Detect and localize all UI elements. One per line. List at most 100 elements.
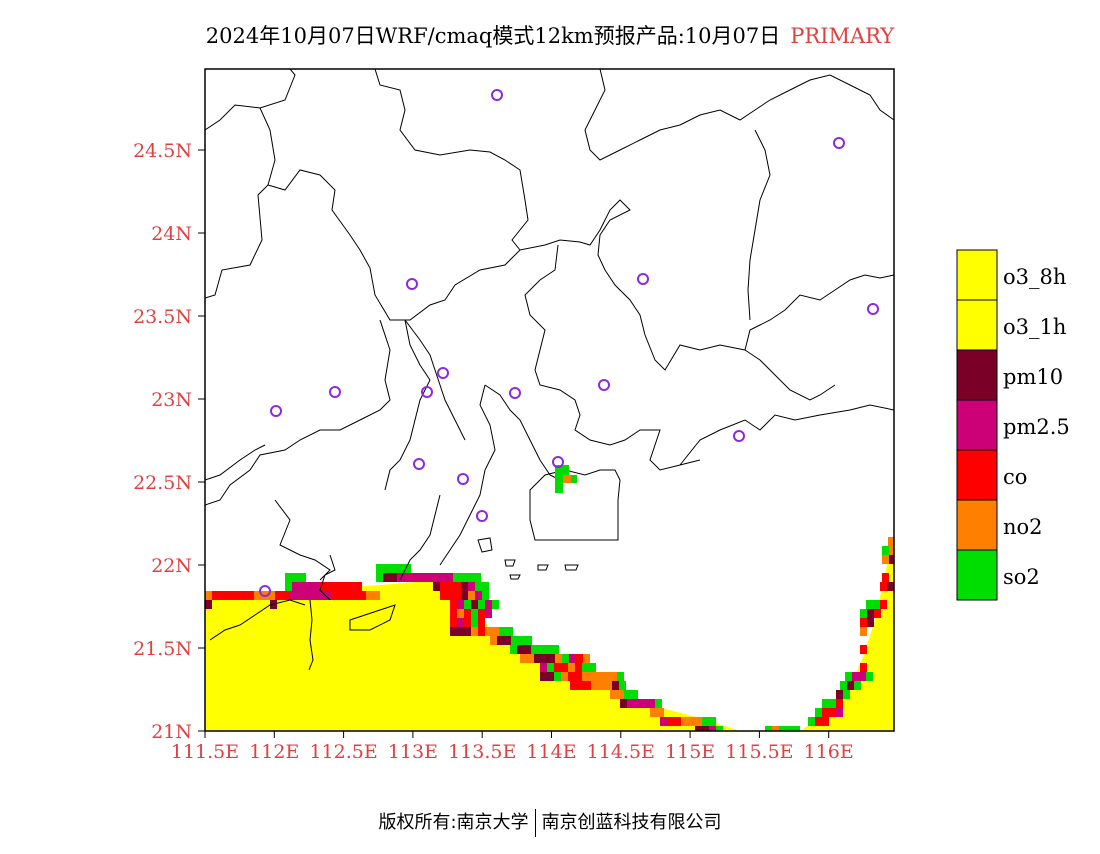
pollutant-cell <box>527 654 534 663</box>
pollutant-cell <box>383 573 390 582</box>
pollutant-cell <box>836 690 843 699</box>
pollutant-cell <box>634 699 641 708</box>
pollutant-cell <box>397 564 404 573</box>
legend-swatch <box>956 349 998 401</box>
pollutant-cell <box>506 627 513 636</box>
pollutant-cell <box>447 582 454 591</box>
pollutant-cell <box>534 654 541 663</box>
pollutant-cell <box>836 708 843 717</box>
pollutant-cell <box>390 573 397 582</box>
pollutant-cell <box>418 573 425 582</box>
pollutant-cell <box>324 591 331 600</box>
pollutant-cell <box>471 600 478 609</box>
station-marker <box>598 379 610 391</box>
pollutant-cell <box>552 645 559 654</box>
pollutant-cell <box>313 582 320 591</box>
pollutant-cell <box>303 591 310 600</box>
pollutant-cell <box>478 600 485 609</box>
pollutant-cell <box>457 618 464 627</box>
pollutant-cell <box>366 591 373 600</box>
pollutant-cell <box>681 717 688 726</box>
pollutant-cell <box>843 690 850 699</box>
pollutant-cell <box>575 663 582 672</box>
pollutant-cell <box>555 654 562 663</box>
x-tick-label: 116E <box>804 741 854 763</box>
pollutant-cell <box>478 627 485 636</box>
pollutant-cell <box>247 591 254 600</box>
pollutant-cell <box>457 600 464 609</box>
pollutant-cell <box>471 609 478 618</box>
pollutant-cell <box>709 717 716 726</box>
pollutant-cell <box>390 564 397 573</box>
pollutant-cell <box>880 582 887 591</box>
pollutant-cell <box>450 627 457 636</box>
x-tick-label: 112.5E <box>309 741 377 763</box>
pollutant-cell <box>226 591 233 600</box>
pollutant-cell <box>589 672 596 681</box>
pollutant-cell <box>541 654 548 663</box>
pollutant-cell <box>610 672 617 681</box>
pollutant-cell <box>612 681 619 690</box>
pollutant-cell <box>859 672 866 681</box>
legend-label: pm2.5 <box>1003 415 1070 439</box>
pollutant-cell <box>511 636 518 645</box>
pollutant-cell <box>617 690 624 699</box>
pollutant-cell <box>240 591 247 600</box>
legend-label: o3_8h <box>1003 265 1066 289</box>
pollutant-cell <box>860 645 867 654</box>
pollutant-cell <box>888 537 894 546</box>
legend-swatch <box>956 249 998 301</box>
pollutant-cell <box>702 726 709 731</box>
pollutant-cell <box>852 672 859 681</box>
pollutant-cell <box>289 591 296 600</box>
pollutant-cell <box>596 672 603 681</box>
pollutant-cell <box>317 591 324 600</box>
x-tick-label: 111.5E <box>171 741 239 763</box>
pollutant-cell <box>205 600 212 609</box>
pollutant-cell <box>695 726 702 731</box>
pollutant-cell <box>854 681 861 690</box>
pollutant-cell <box>772 726 779 731</box>
pollutant-cell <box>874 609 881 618</box>
pollutant-cell <box>568 663 575 672</box>
pollutant-cell <box>475 582 482 591</box>
pollutant-cell <box>568 672 575 681</box>
pollutant-cell <box>447 591 454 600</box>
pollutant-cell <box>331 591 338 600</box>
legend-swatch <box>956 549 998 601</box>
pollutant-cell <box>454 582 461 591</box>
pollutant-cell <box>205 591 212 600</box>
legend-swatch <box>956 299 998 351</box>
pollutant-cell <box>582 672 589 681</box>
pollutant-cell <box>345 591 352 600</box>
pollutant-cell <box>457 609 464 618</box>
pollutant-cell <box>860 627 867 636</box>
pollutant-cell <box>425 573 432 582</box>
pollutant-cell <box>531 645 538 654</box>
pollutant-cell <box>873 600 880 609</box>
y-tick-label: 24N <box>151 223 192 245</box>
pollutant-cell <box>327 582 334 591</box>
station-marker <box>476 510 488 522</box>
y-tick-label: 22.5N <box>133 472 192 494</box>
pollutant-cell <box>815 717 822 726</box>
pollutant-cell <box>296 591 303 600</box>
pollutant-cell <box>576 654 583 663</box>
pollutant-cell <box>482 591 489 600</box>
pollutant-cell <box>499 627 506 636</box>
pollutant-cell <box>285 582 292 591</box>
pollutant-cell <box>320 582 327 591</box>
pollutant-cell <box>411 573 418 582</box>
pollutant-cell <box>461 582 468 591</box>
pollutant-cell <box>548 654 555 663</box>
pollutant-cell <box>575 672 582 681</box>
pollutant-cell <box>474 573 481 582</box>
pollutant-cell <box>292 582 299 591</box>
pollutant-cell <box>212 591 219 600</box>
pollutant-cell <box>561 672 568 681</box>
pollutant-cell <box>867 609 874 618</box>
station-marker <box>413 458 425 470</box>
pollutant-cell <box>464 618 471 627</box>
